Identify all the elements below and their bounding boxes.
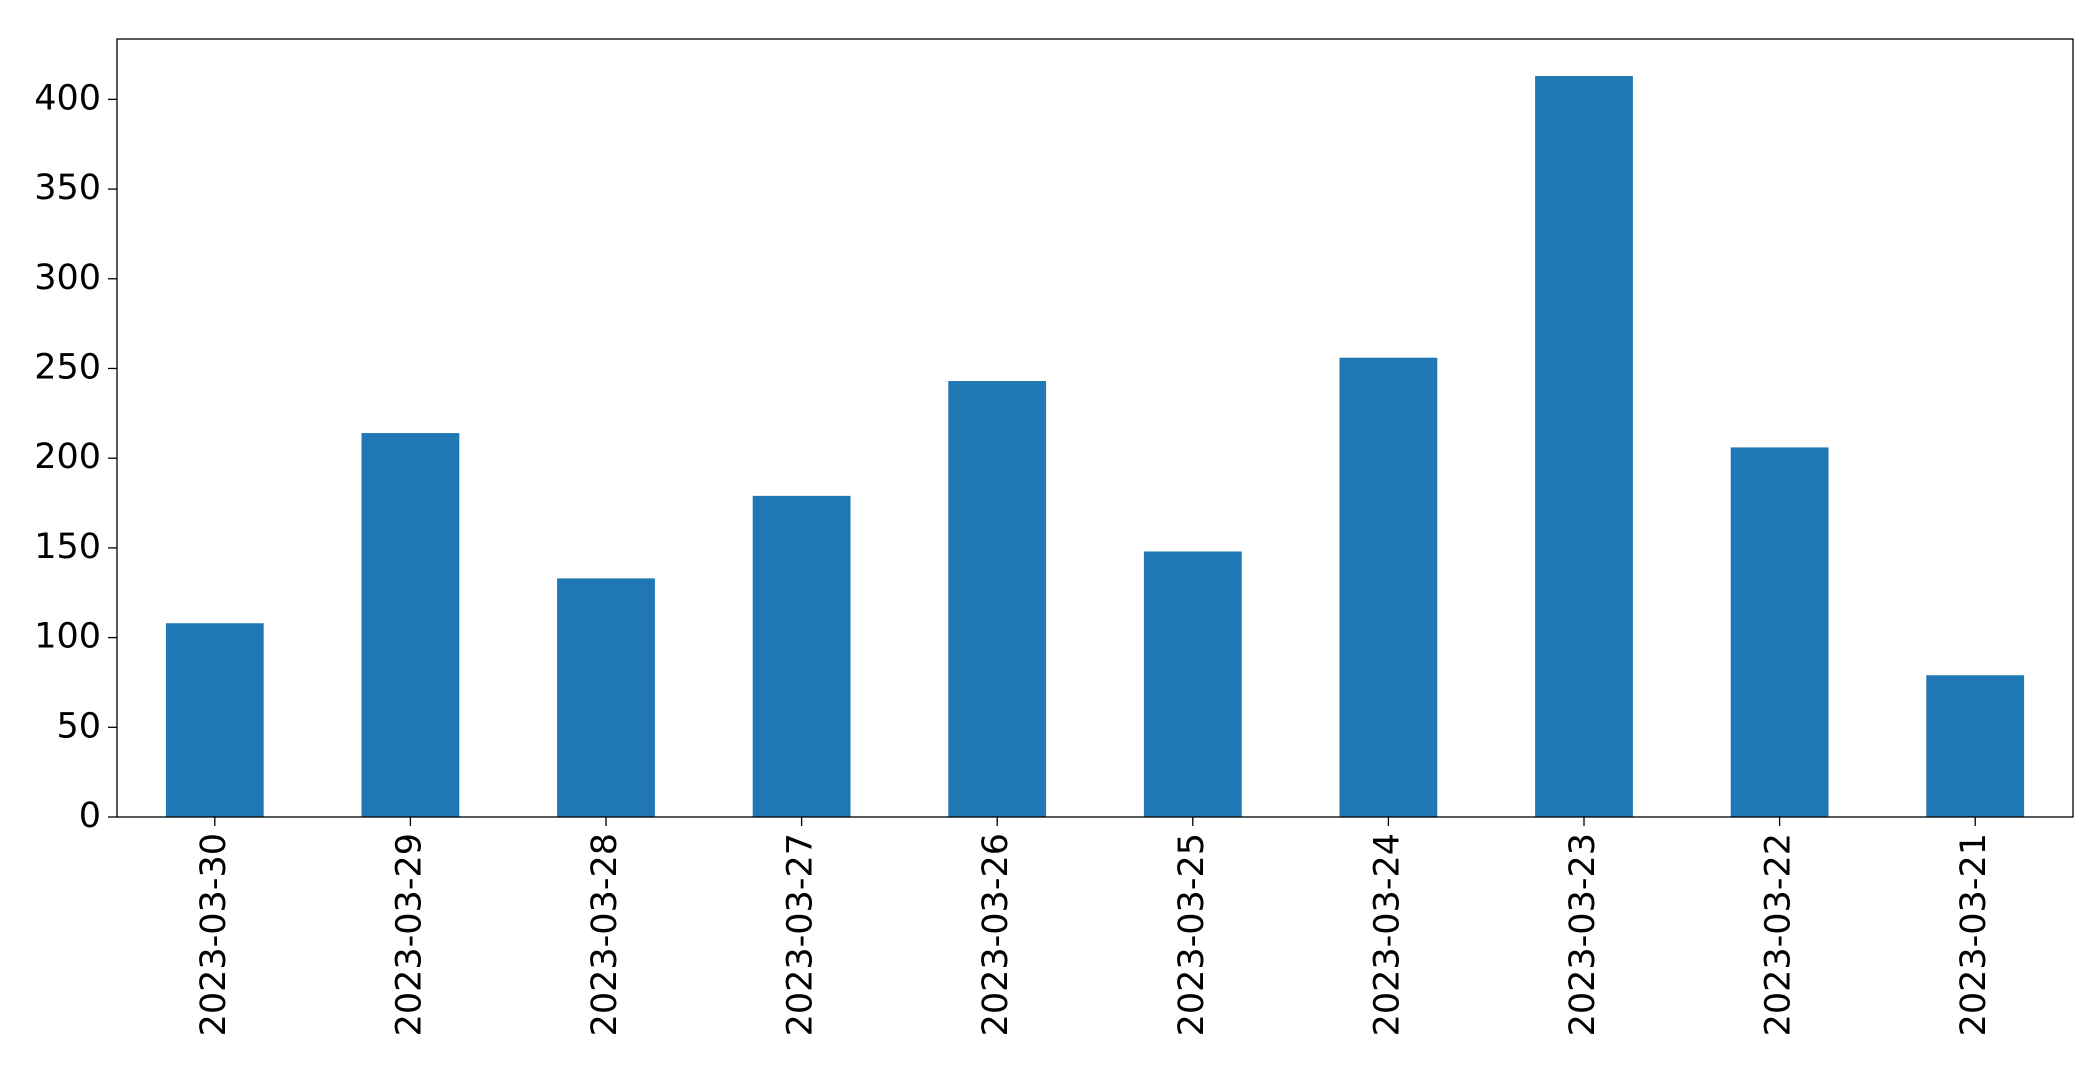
bar	[1143, 551, 1242, 817]
x-tick-label: 2023-03-21	[1954, 833, 1994, 1036]
y-tick-label: 350	[34, 168, 101, 208]
y-tick-label: 250	[34, 347, 101, 387]
bar	[1535, 76, 1633, 818]
y-tick-label: 50	[56, 706, 101, 746]
x-tick-label: 2023-03-24	[1367, 833, 1407, 1036]
bar	[165, 623, 264, 817]
x-tick-label: 2023-03-28	[585, 833, 625, 1036]
bar	[948, 381, 1047, 817]
x-tick-label: 2023-03-29	[389, 833, 429, 1036]
y-tick-label: 100	[34, 617, 101, 657]
x-tick-label: 2023-03-22	[1759, 833, 1799, 1036]
bar	[1926, 675, 2025, 817]
y-tick-label: 150	[34, 527, 101, 567]
x-tick-label: 2023-03-23	[1563, 833, 1603, 1036]
x-tick-label: 2023-03-30	[194, 833, 234, 1036]
bar	[1339, 357, 1438, 817]
x-tick-label: 2023-03-25	[1172, 833, 1212, 1036]
bar	[1730, 447, 1829, 817]
bar	[557, 578, 655, 817]
y-tick-label: 0	[79, 796, 101, 836]
y-tick-label: 300	[34, 258, 101, 298]
y-tick-label: 200	[34, 437, 101, 477]
bar	[361, 433, 460, 817]
plot-frame	[116, 38, 2074, 818]
x-tick-label: 2023-03-27	[781, 833, 821, 1036]
y-tick-label: 400	[34, 78, 101, 118]
bar	[752, 495, 851, 817]
x-tick-label: 2023-03-26	[976, 833, 1016, 1036]
